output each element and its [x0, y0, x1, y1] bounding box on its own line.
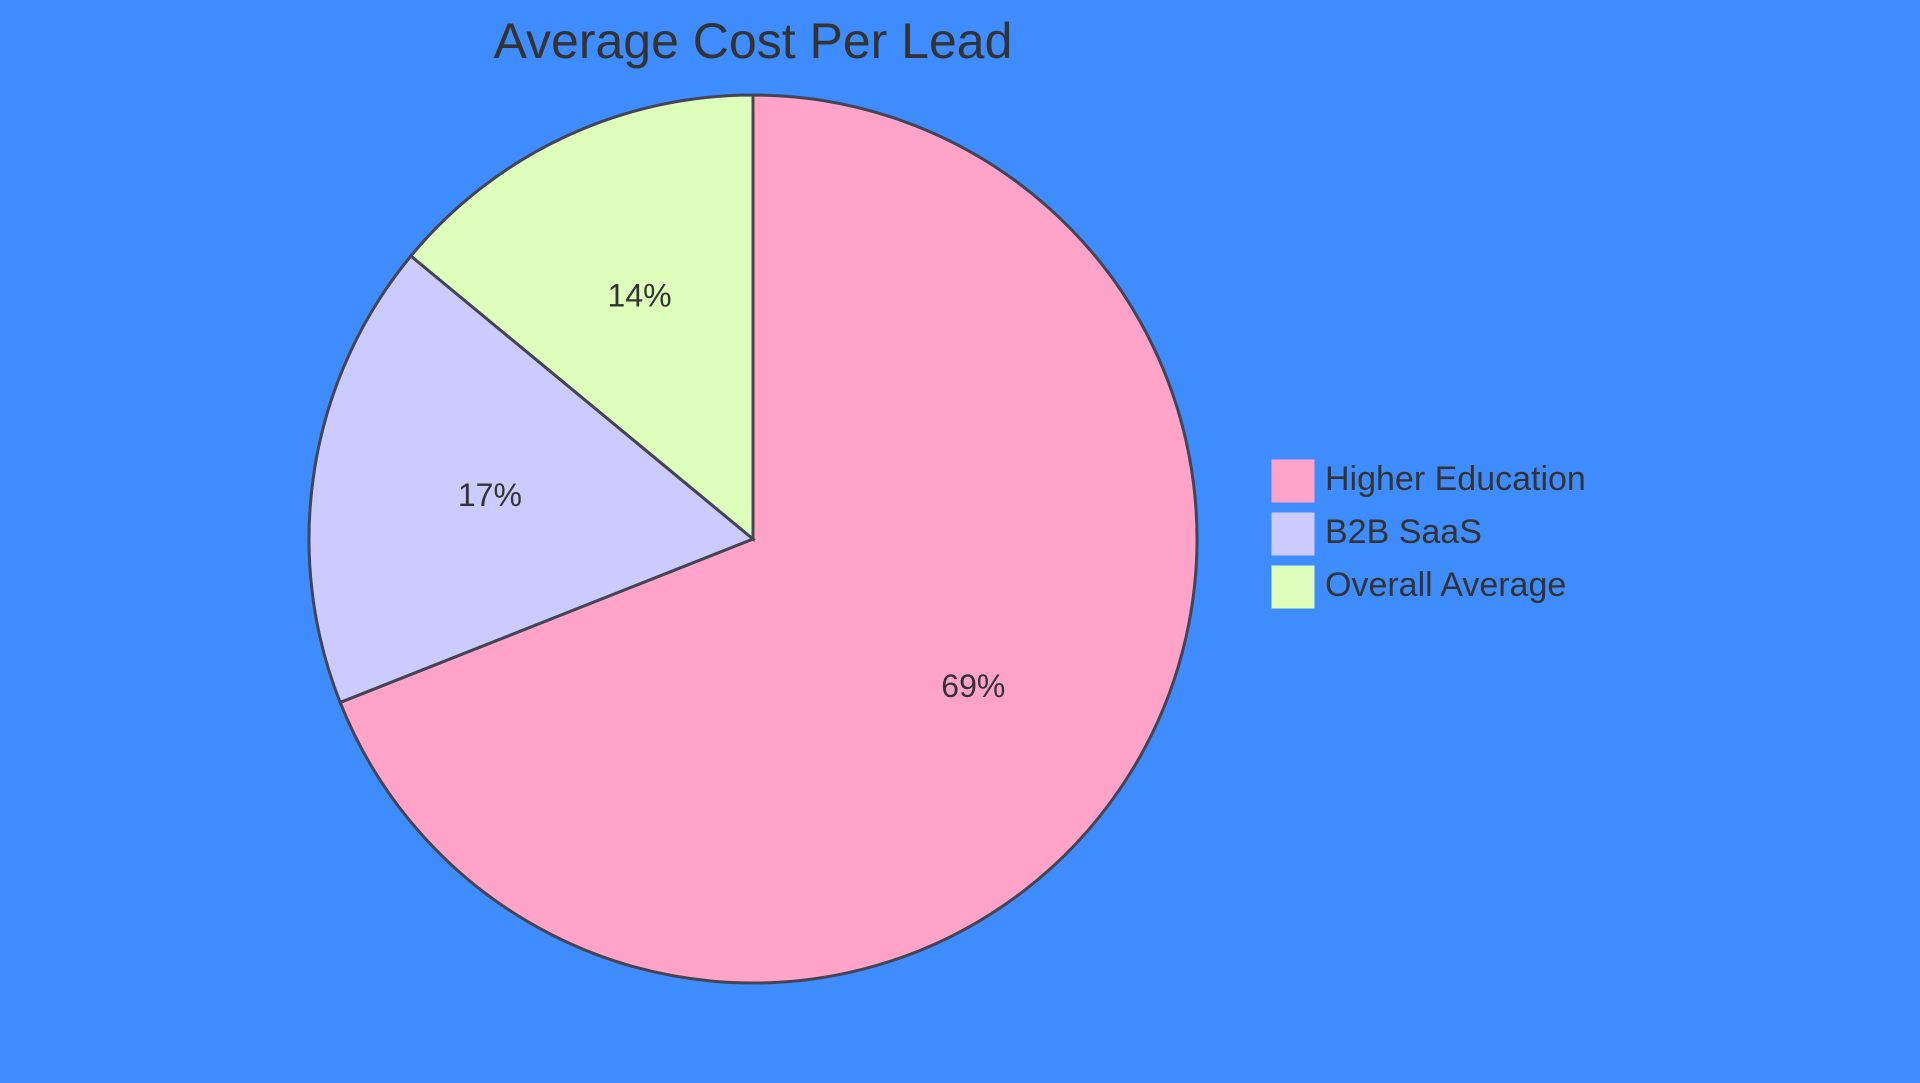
slice-label-higher-education: 69% [941, 668, 1005, 704]
pie-slice-b2b-saas [307, 253, 756, 705]
chart-title: Average Cost Per Lead [494, 13, 1013, 69]
slice-labels: 69% 17% 14% [458, 277, 1006, 704]
legend-label-higher-education: Higher Education [1325, 460, 1586, 498]
pie-slices [307, 93, 1199, 985]
legend: Higher Education B2B SaaS Overall Average [1270, 458, 1586, 610]
legend-swatch-overall-average [1270, 564, 1316, 610]
slice-label-overall-average: 14% [608, 277, 672, 313]
pie-slice-higher-education [338, 93, 1199, 985]
legend-swatch-b2b-saas [1270, 511, 1316, 557]
legend-label-b2b-saas: B2B SaaS [1325, 513, 1482, 551]
slice-label-b2b-saas: 17% [458, 477, 522, 513]
legend-swatch-higher-education [1270, 458, 1316, 504]
pie-slice-overall-average [408, 93, 755, 543]
legend-label-overall-average: Overall Average [1325, 566, 1566, 604]
